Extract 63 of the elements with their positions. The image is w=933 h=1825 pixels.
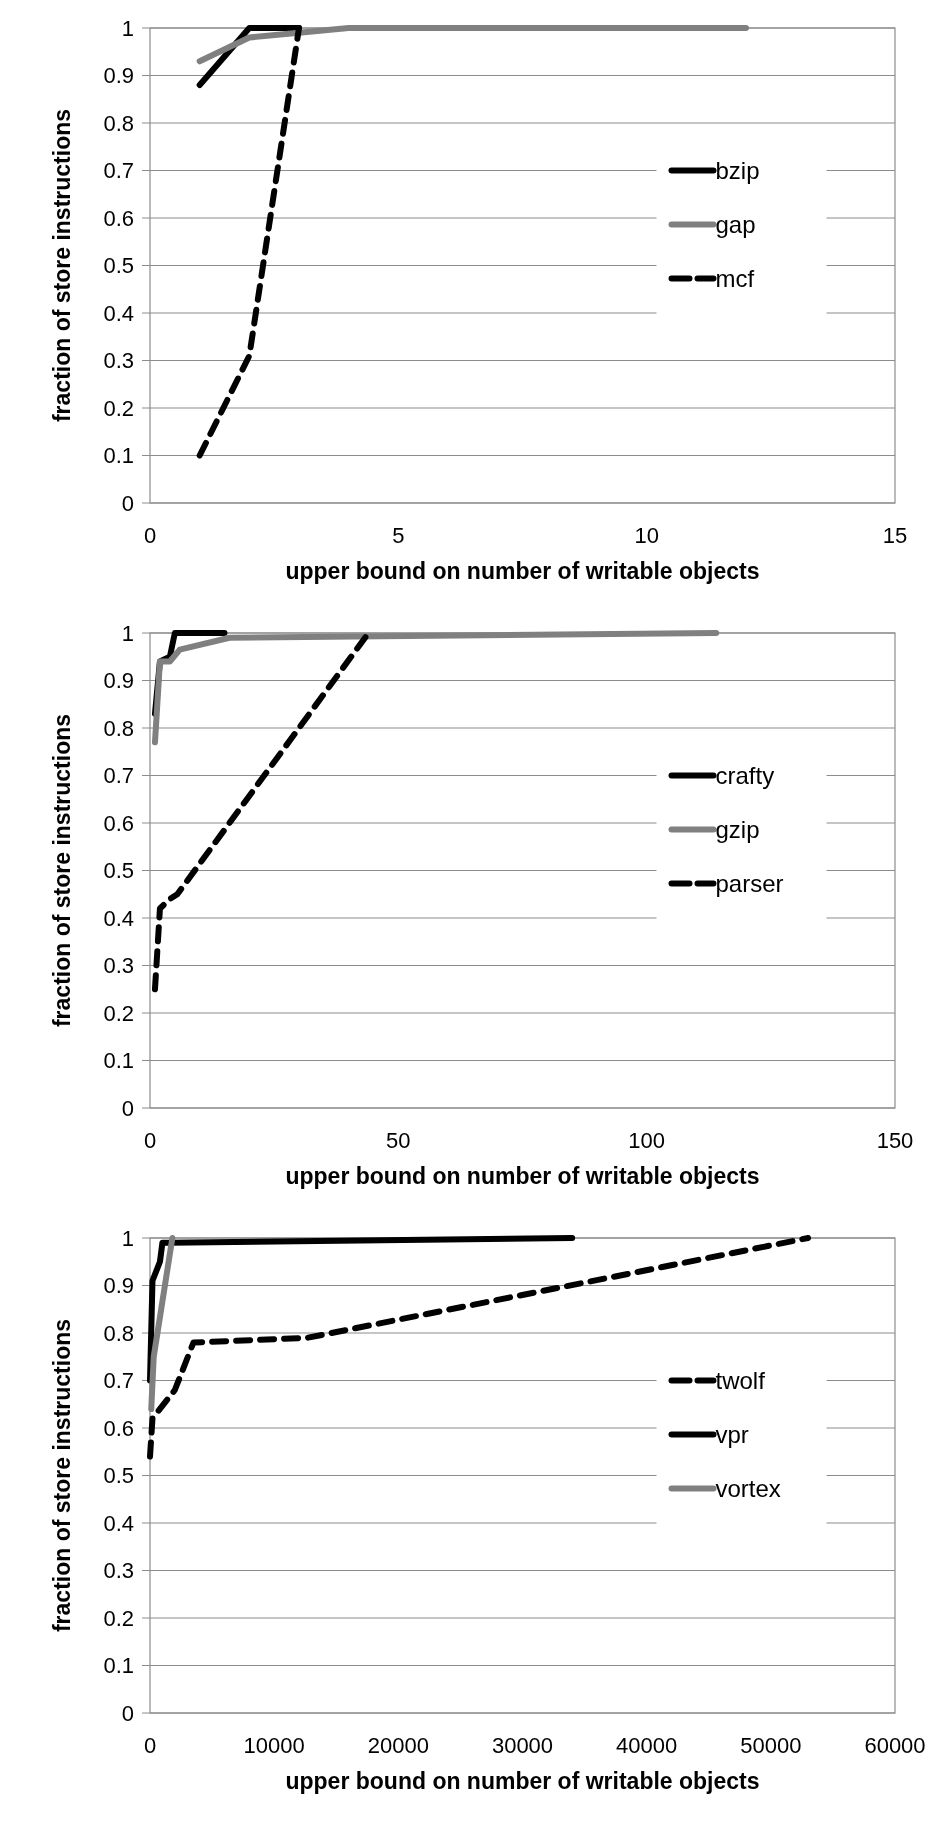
legend-label: gap	[715, 210, 756, 238]
x-tick-label: 150	[876, 1128, 914, 1153]
y-tick-label: 0.2	[103, 395, 134, 421]
y-tick-label: 0.8	[103, 1320, 134, 1346]
x-tick-label: 10000	[243, 1733, 305, 1758]
x-tick-label: 15	[882, 523, 908, 548]
y-tick-label: 1	[121, 620, 134, 646]
y-tick-label: 0.5	[103, 253, 134, 279]
y-tick-label: 0.5	[103, 1463, 134, 1489]
y-axis-title: fraction of store instructions	[49, 108, 75, 423]
legend-label: vortex	[715, 1474, 781, 1502]
y-tick-label: 0.9	[103, 1273, 134, 1299]
y-tick-label: 0.8	[103, 715, 134, 741]
y-tick-label: 0.1	[103, 443, 134, 469]
legend-label: crafty	[715, 761, 775, 789]
x-axis-title: upper bound on number of writable objects	[285, 558, 760, 584]
y-tick-label: 0.9	[103, 63, 134, 89]
y-tick-label: 0.4	[103, 1510, 134, 1536]
legend-label: twolf	[715, 1366, 766, 1394]
x-axis-title: upper bound on number of writable objects	[285, 1163, 760, 1189]
x-tick-label: 30000	[491, 1733, 554, 1758]
y-tick-label: 0.7	[103, 158, 134, 184]
y-tick-label: 0	[121, 490, 134, 516]
y-tick-label: 0.2	[103, 1000, 134, 1026]
y-tick-label: 0.3	[103, 1558, 134, 1584]
x-tick-label: 10	[634, 523, 659, 548]
x-tick-label: 0	[143, 1128, 157, 1153]
y-tick-label: 0.1	[103, 1048, 134, 1074]
x-axis-title: upper bound on number of writable objects	[285, 1768, 760, 1794]
y-tick-label: 0.6	[103, 1415, 134, 1441]
y-tick-label: 0	[121, 1700, 134, 1726]
y-tick-label: 0.4	[103, 300, 134, 326]
y-tick-label: 0.9	[103, 668, 134, 694]
x-tick-label: 50	[386, 1128, 411, 1153]
x-tick-label: 40000	[616, 1733, 678, 1758]
legend-label: gzip	[715, 815, 760, 843]
y-axis-title: fraction of store instructions	[49, 713, 75, 1028]
legend-label: mcf	[715, 264, 755, 292]
y-tick-label: 0.7	[103, 1368, 134, 1394]
y-tick-label: 0.4	[103, 905, 134, 931]
legend-label: bzip	[715, 156, 760, 184]
y-tick-label: 0.3	[103, 348, 134, 374]
x-tick-label: 5	[392, 523, 405, 548]
legend-label: parser	[715, 869, 784, 897]
x-tick-label: 60000	[864, 1733, 926, 1758]
y-tick-label: 0	[121, 1095, 134, 1121]
y-tick-label: 0.6	[103, 810, 134, 836]
y-tick-label: 0.5	[103, 858, 134, 884]
x-tick-label: 20000	[367, 1733, 429, 1758]
y-tick-label: 1	[121, 15, 134, 41]
y-tick-label: 0.2	[103, 1605, 134, 1631]
x-tick-label: 50000	[740, 1733, 802, 1758]
y-tick-label: 0.3	[103, 953, 134, 979]
x-tick-label: 0	[143, 1733, 157, 1758]
y-tick-label: 1	[121, 1225, 134, 1251]
y-axis-title: fraction of store instructions	[49, 1318, 75, 1633]
legend-label: vpr	[715, 1420, 749, 1448]
x-tick-label: 0	[143, 523, 157, 548]
y-tick-label: 0.8	[103, 110, 134, 136]
y-tick-label: 0.7	[103, 763, 134, 789]
y-tick-label: 0.1	[103, 1653, 134, 1679]
y-tick-label: 0.6	[103, 205, 134, 231]
x-tick-label: 100	[628, 1128, 666, 1153]
